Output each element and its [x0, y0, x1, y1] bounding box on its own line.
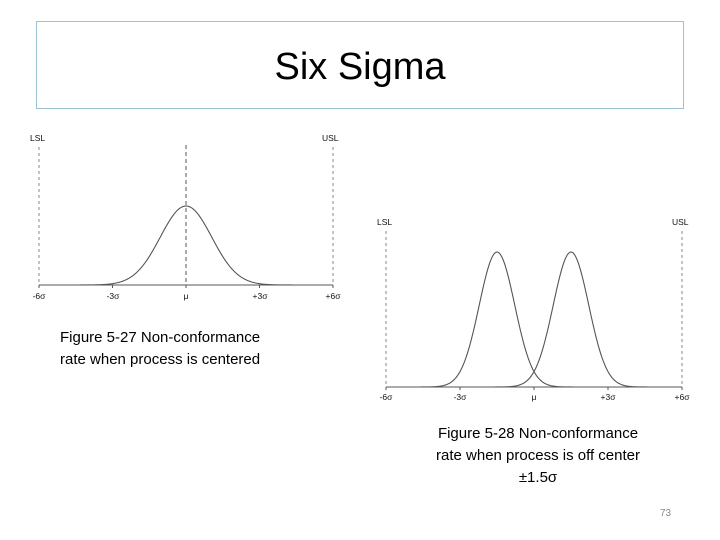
caption-line: Figure 5-27 Non-conformance: [60, 329, 261, 346]
tick-label: +3σ: [601, 392, 617, 402]
caption-line: rate when process is off center: [436, 447, 640, 464]
page-number: 73: [660, 508, 672, 519]
lsl-label: LSL: [377, 217, 392, 227]
tick-label: +6σ: [326, 291, 342, 301]
figure-off-center-caption: Figure 5-28 Non-conformance rate when pr…: [418, 423, 658, 489]
tick-label: μ: [184, 291, 189, 301]
tick-label: -3σ: [454, 392, 468, 402]
title-box: [36, 21, 684, 109]
lsl-label: LSL: [30, 133, 45, 143]
tick-label: -3σ: [107, 291, 121, 301]
caption-line: rate when process is centered: [60, 351, 261, 368]
figure-off-center-chart: LSL USL -6σ -3σ μ +3σ +6σ: [377, 217, 691, 402]
tick-label: μ: [532, 392, 537, 402]
distribution-curve: [39, 205, 333, 286]
tick-label: +6σ: [675, 392, 691, 402]
usl-label: USL: [672, 217, 689, 227]
tick-label: -6σ: [380, 392, 394, 402]
caption-line: Figure 5-28 Non-conformance: [437, 425, 639, 442]
figure-centered-caption: Figure 5-27 Non-conformance rate when pr…: [60, 327, 300, 371]
figure-centered-chart: LSL USL -6σ -3σ μ +3σ +6σ: [30, 133, 342, 301]
slide-title: Six Sigma: [274, 46, 446, 88]
distribution-curve: [386, 251, 682, 388]
tick-label: +3σ: [253, 291, 269, 301]
tick-label: -6σ: [33, 291, 47, 301]
caption-line: ±1.5σ: [518, 469, 558, 486]
distribution-curve: [386, 251, 682, 388]
usl-label: USL: [322, 133, 339, 143]
